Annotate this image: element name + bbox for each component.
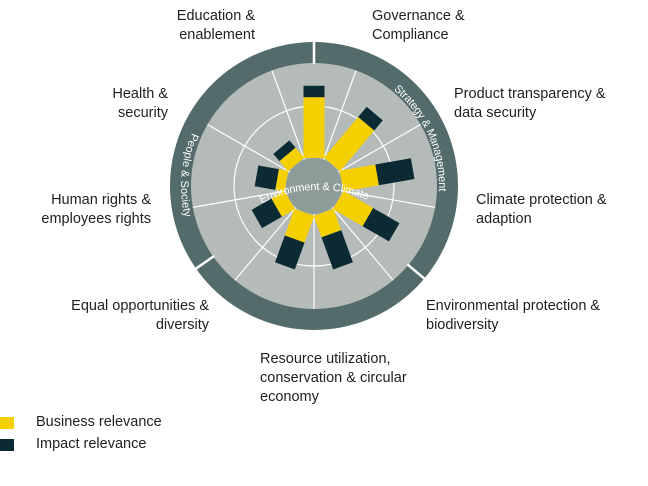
sector-divider	[192, 190, 287, 208]
business-bar	[279, 147, 305, 172]
impact-bar	[358, 106, 383, 131]
impact-bar	[375, 158, 415, 186]
legend-swatch-impact	[0, 439, 14, 451]
business-bar	[313, 208, 342, 238]
sector-divider	[337, 123, 421, 173]
sector-divider	[323, 70, 357, 160]
impact-bar	[321, 230, 353, 270]
label-environmental-protection: Environmental protection & biodiversity	[426, 298, 601, 333]
category-bar-group	[303, 85, 325, 158]
business-bar	[332, 190, 374, 227]
label-product-transparency: Product transparency & data security	[454, 86, 606, 121]
sector-divider	[207, 123, 291, 173]
category-bar-group	[254, 165, 289, 192]
business-bar	[339, 164, 379, 192]
sector-divider	[234, 207, 297, 281]
category-bar-group	[339, 158, 415, 192]
impact-bar	[254, 165, 279, 190]
impact-bar	[303, 85, 325, 98]
business-bar	[303, 97, 325, 158]
label-resource-utilization: Resource utilization, conservation & cir…	[260, 351, 407, 405]
category-bar-group	[323, 106, 383, 172]
center-core	[286, 158, 342, 214]
label-health-security: Health & security	[112, 86, 168, 121]
business-bar	[271, 190, 296, 217]
sector-divider	[331, 207, 394, 281]
label-climate-protection: Climate protection & adaption	[476, 192, 607, 227]
label-equal-opportunities: Equal opportunities & diversity	[71, 298, 209, 333]
label-education: Education & enablement	[176, 8, 255, 43]
legend-swatch-business	[0, 417, 14, 429]
sector-divider	[341, 190, 436, 208]
impact-bar	[362, 208, 400, 242]
category-bar-group	[273, 140, 305, 172]
sector-divider	[271, 70, 305, 160]
impact-bar	[273, 140, 296, 162]
category-bar-group	[275, 208, 315, 270]
ring-separator	[406, 263, 426, 281]
impact-bar	[275, 235, 305, 270]
category-bar-group	[332, 190, 400, 242]
business-bar	[284, 208, 315, 243]
business-bar	[275, 169, 289, 192]
label-governance: Governance & Compliance	[372, 8, 465, 43]
legend-label-impact: Impact relevance	[36, 436, 147, 452]
impact-bar	[251, 198, 282, 229]
ring-separator	[194, 254, 215, 271]
legend-label-business: Business relevance	[36, 414, 162, 430]
label-human-rights: Human rights & employees rights	[41, 192, 151, 227]
business-bar	[323, 117, 375, 172]
category-bar-group	[313, 208, 353, 270]
category-bar-group	[251, 190, 296, 229]
